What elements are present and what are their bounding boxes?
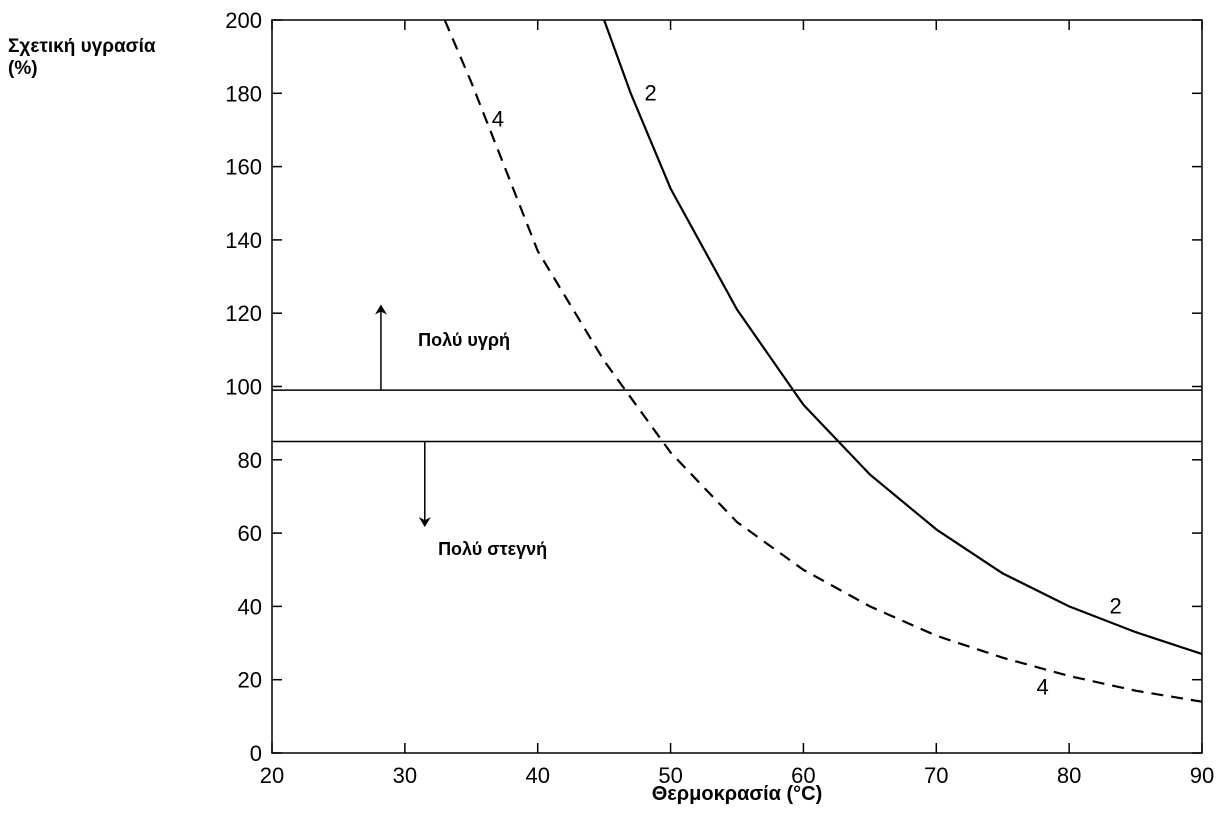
y-tick-label: 100 [225, 375, 262, 400]
y-tick-label: 200 [225, 8, 262, 33]
series-label-2: 2 [1110, 594, 1122, 619]
x-tick-label: 50 [658, 763, 682, 788]
x-tick-label: 90 [1190, 763, 1214, 788]
x-tick-label: 20 [260, 763, 284, 788]
axis-ticks: 20 30 40 50 60 70 80 90020406080100120140160180… [225, 8, 1214, 788]
y-axis-label-line2: (%) [8, 58, 38, 79]
series-label-2: 2 [645, 81, 657, 106]
y-tick-label: 0 [250, 741, 262, 766]
y-tick-label: 40 [238, 594, 262, 619]
series-label-4: 4 [492, 106, 504, 131]
y-tick-label: 80 [238, 448, 262, 473]
annotation-label-1: Πολύ υγρή [418, 330, 510, 350]
annotation-label-2: Πολύ στεγνή [438, 539, 547, 559]
y-tick-label: 120 [225, 301, 262, 326]
series-lines: 2 2 4 4 [443, 19, 1203, 703]
series-line-2 [603, 19, 1203, 656]
y-tick-label: 60 [238, 521, 262, 546]
x-tick-label: 40 [525, 763, 549, 788]
annotations: Πολύ υγρή Πολύ στεγνή [374, 304, 547, 559]
x-tick-label: 60 [791, 763, 815, 788]
reference-lines [272, 389, 1202, 443]
x-tick-label: 30 [393, 763, 417, 788]
x-tick-label: 70 [924, 763, 948, 788]
x-axis-label: Θερμοκρασία (°C) [652, 783, 823, 805]
y-tick-label: 140 [225, 228, 262, 253]
plot-border [271, 19, 1203, 754]
series-label-4: 4 [1036, 674, 1048, 699]
x-tick-label: 80 [1057, 763, 1081, 788]
y-axis-label-line1: Σχετική υγρασία [8, 36, 156, 57]
plot-frame [271, 19, 1203, 754]
y-tick-label: 160 [225, 155, 262, 180]
y-tick-label: 180 [225, 81, 262, 106]
y-axis-label: Σχετική υγρασία (%) [8, 36, 156, 80]
series-line-4 [443, 19, 1203, 703]
y-tick-label: 20 [238, 668, 262, 693]
